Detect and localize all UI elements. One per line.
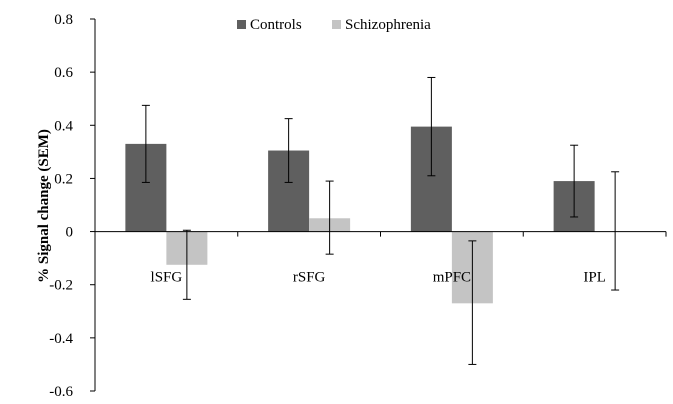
x-category-label: IPL — [583, 270, 606, 286]
y-tick-label: -0.2 — [49, 278, 73, 294]
y-tick-label: 0.6 — [54, 65, 73, 81]
legend-swatch-schizophrenia — [332, 20, 341, 29]
y-tick-label: -0.6 — [49, 384, 73, 400]
y-tick-label: 0.2 — [54, 171, 73, 187]
x-category-label: mPFC — [433, 270, 471, 286]
y-tick-label: -0.4 — [49, 331, 73, 347]
plot-area: 0.8 0.6 0.4 0.2 0 -0.2 -0.4 -0.6 lSFG rSFG mPFC IPL — [49, 12, 667, 400]
y-tick-label: 0.4 — [54, 118, 73, 134]
legend-swatch-controls — [237, 20, 246, 29]
y-tick-label: 0.8 — [54, 12, 73, 28]
x-category-label: rSFG — [293, 270, 326, 286]
legend: Controls Schizophrenia — [237, 17, 431, 33]
legend-label-schizophrenia: Schizophrenia — [345, 17, 431, 33]
legend-label-controls: Controls — [250, 17, 302, 33]
y-axis-label: % Signal change (SEM) — [36, 129, 52, 283]
y-tick-label: 0 — [66, 225, 74, 241]
x-category-label: lSFG — [151, 270, 183, 286]
